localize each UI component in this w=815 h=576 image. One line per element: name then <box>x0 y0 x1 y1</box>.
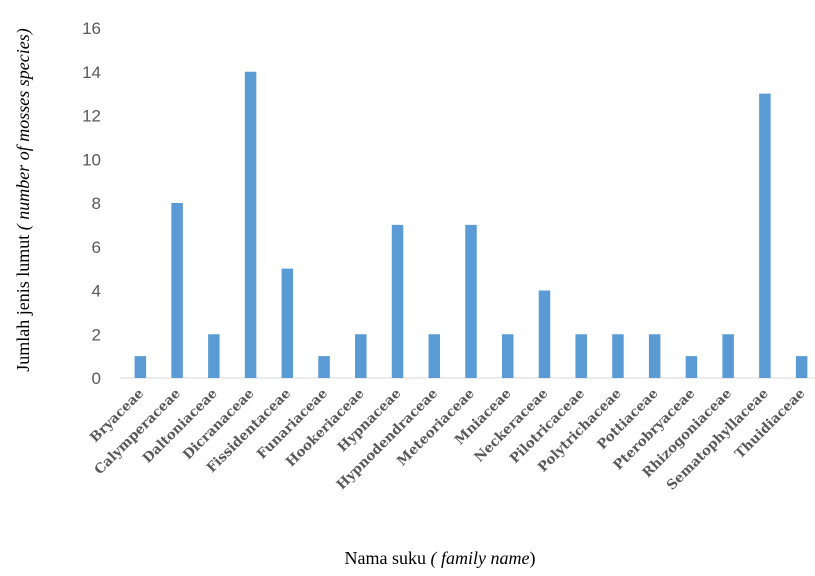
x-axis-title-main: Nama suku <box>345 548 431 568</box>
bar <box>722 334 734 378</box>
bar <box>391 224 404 378</box>
y-axis-title: Jumlah jenis lumut ( number of mosses sp… <box>13 28 34 371</box>
bar <box>648 334 661 378</box>
y-axis-title-main: Jumlah jenis lumut <box>13 230 33 372</box>
bar <box>281 268 294 378</box>
x-axis-title: Nama suku ( family name) <box>345 548 536 569</box>
y-tick-label: 0 <box>92 369 101 388</box>
bar <box>208 334 220 378</box>
y-tick-label: 12 <box>82 107 101 126</box>
bar <box>759 93 771 378</box>
x-axis-category-labels: BryaceaeCalymperaceaeDaltoniaceaeDicrana… <box>87 386 809 494</box>
y-axis-tick-labels: 0 2 4 6 8 10 12 14 16 <box>82 19 101 388</box>
y-tick-label: 16 <box>82 19 101 38</box>
bar <box>244 71 257 378</box>
bars <box>134 71 808 378</box>
bar <box>685 356 698 378</box>
x-axis-title-italic: ( family name <box>431 548 530 569</box>
bar <box>612 334 624 378</box>
y-tick-label: 14 <box>82 63 101 82</box>
bar <box>501 334 514 378</box>
y-tick-label: 4 <box>92 282 101 301</box>
y-tick-label: 6 <box>92 238 101 257</box>
bar <box>355 334 367 378</box>
bar <box>171 203 183 378</box>
y-tick-label: 8 <box>92 194 101 213</box>
y-tick-label: 10 <box>82 150 101 169</box>
bar <box>465 224 477 378</box>
y-axis-title-italic: ( number of mosses species) <box>13 28 34 230</box>
bar <box>575 334 587 378</box>
y-tick-label: 2 <box>92 325 101 344</box>
bar <box>428 334 441 378</box>
bar <box>795 356 808 378</box>
bar <box>318 356 330 378</box>
bar <box>134 356 147 378</box>
bar <box>538 290 551 378</box>
x-axis-title-close: ) <box>529 548 535 569</box>
